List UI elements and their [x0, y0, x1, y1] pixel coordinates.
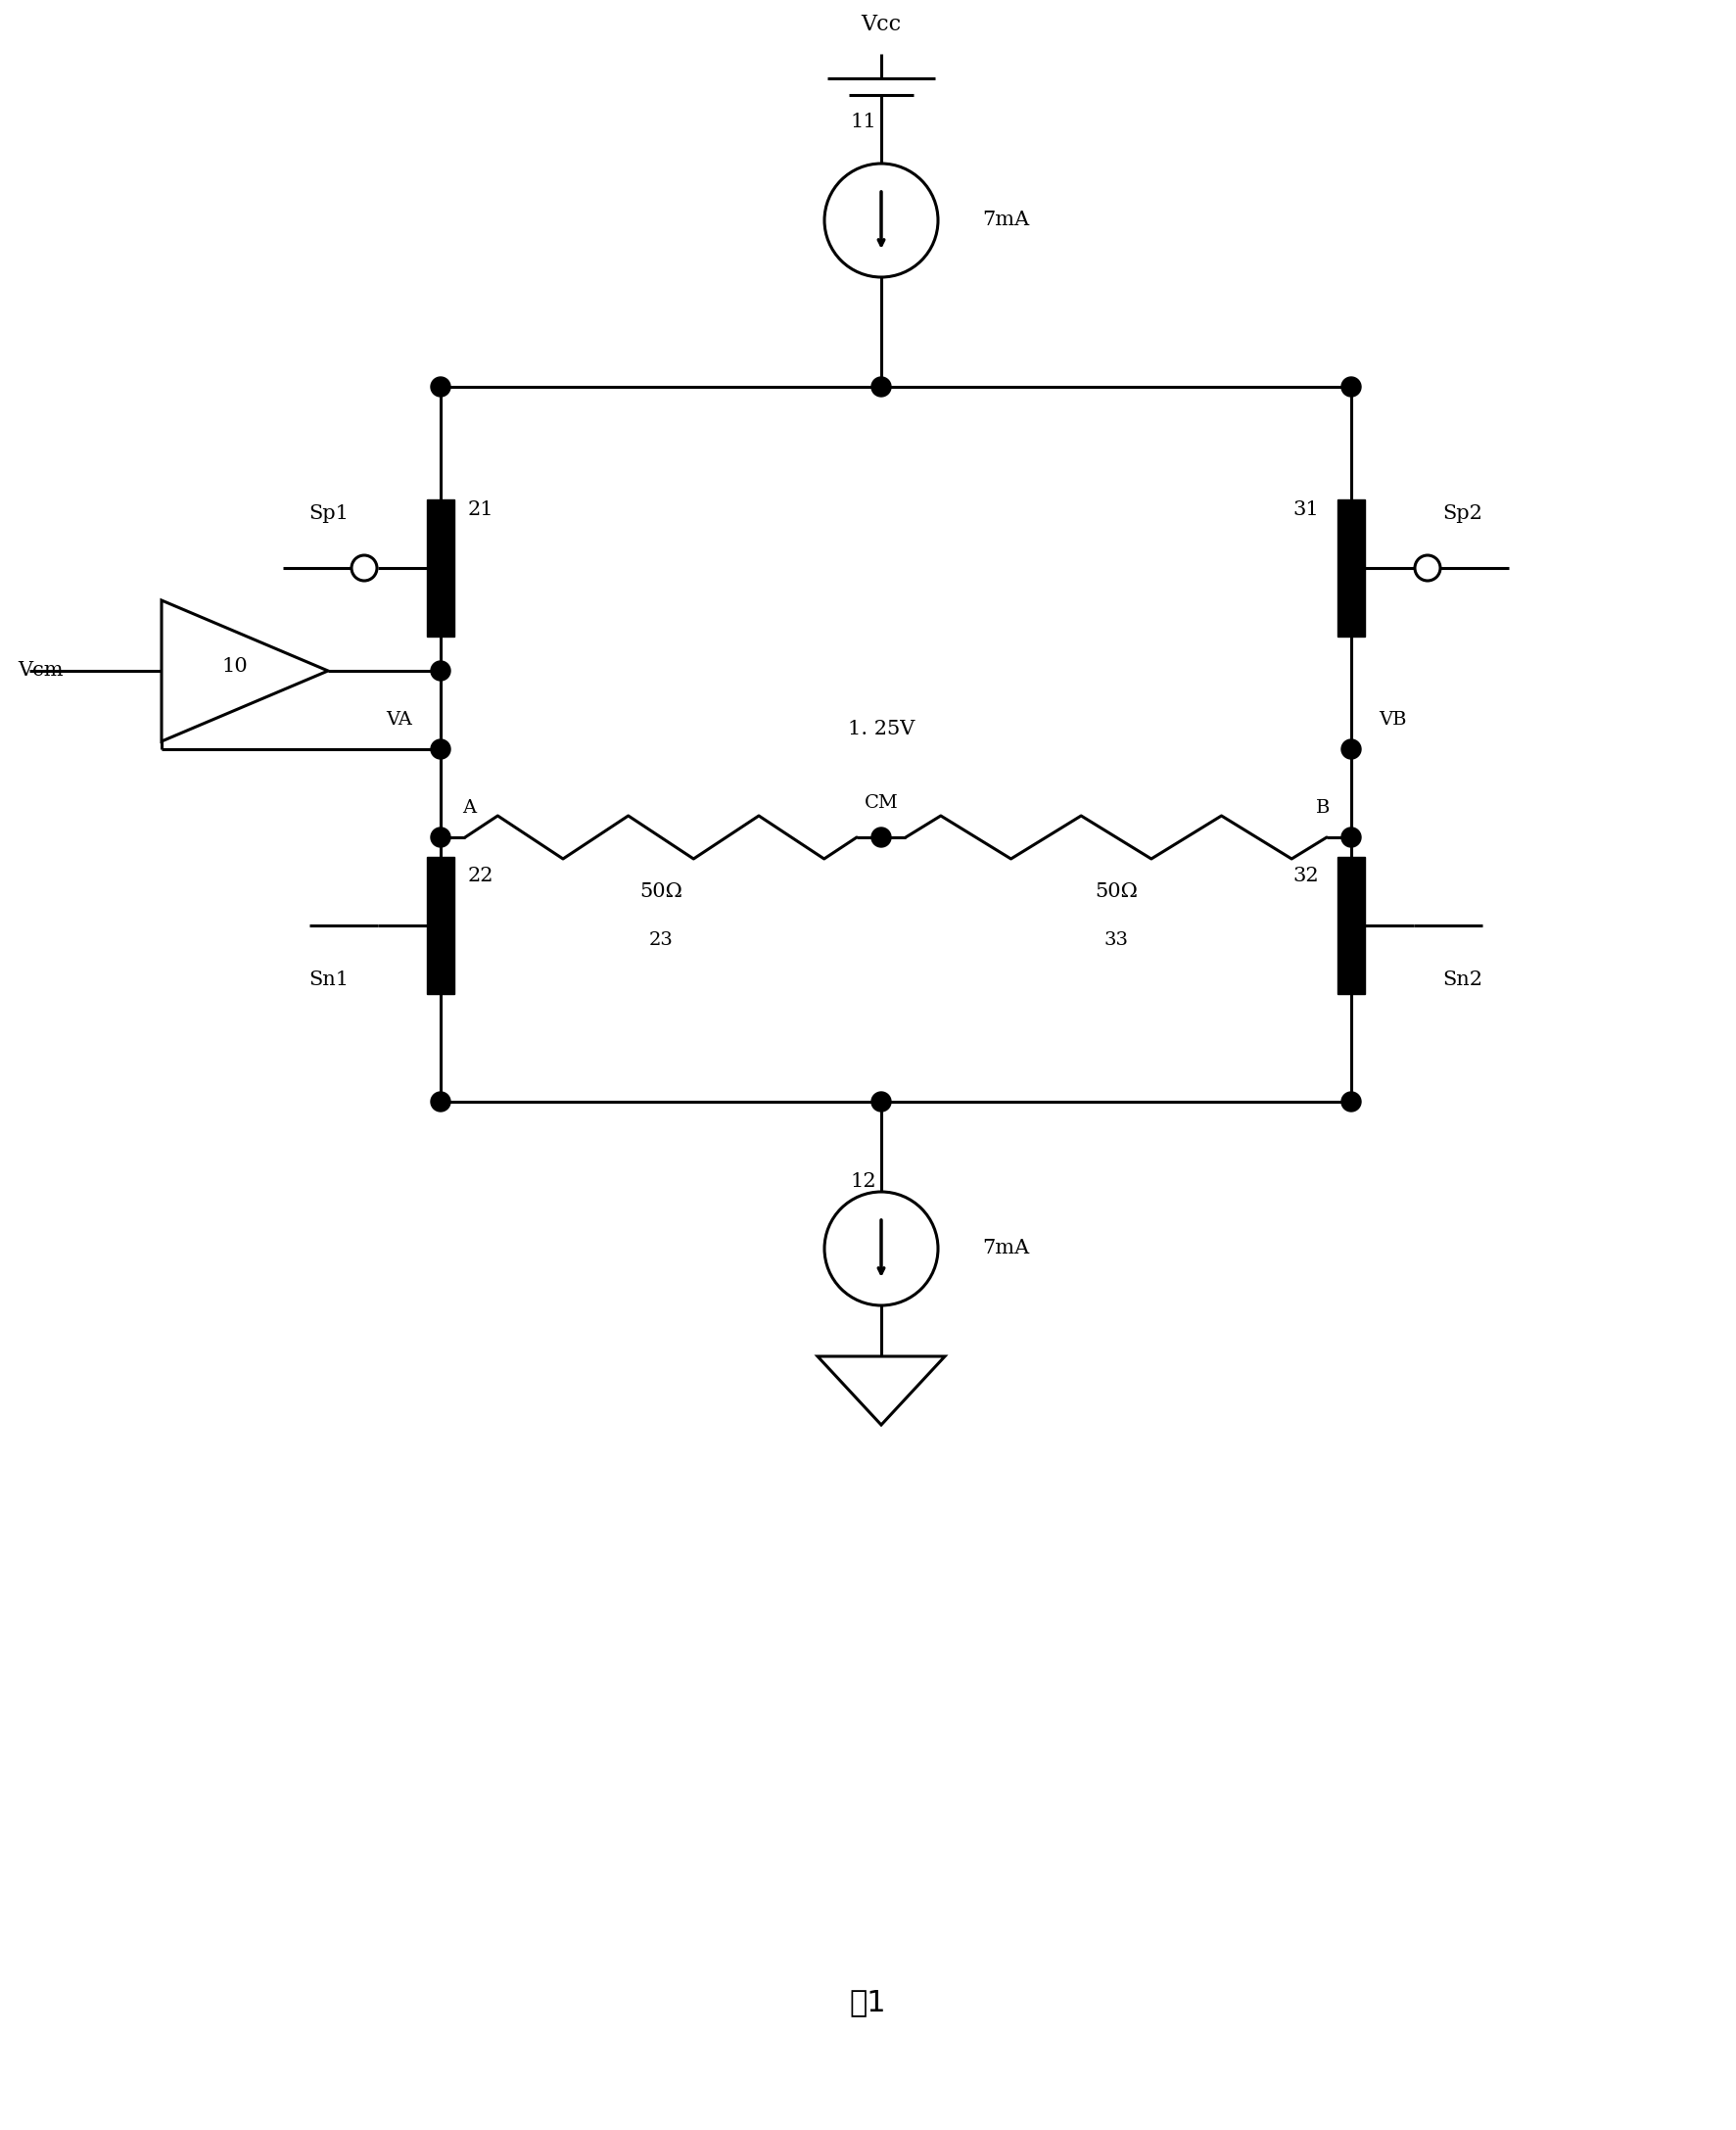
- Text: 32: 32: [1293, 867, 1319, 886]
- Text: Sn2: Sn2: [1443, 969, 1483, 988]
- Text: Sn1: Sn1: [309, 969, 349, 988]
- Text: VB: VB: [1378, 711, 1406, 728]
- Text: CM: CM: [865, 794, 898, 812]
- Text: 31: 31: [1293, 501, 1319, 518]
- Bar: [427, 856, 455, 995]
- Text: Sp1: Sp1: [309, 505, 349, 524]
- Text: 21: 21: [467, 501, 493, 518]
- Circle shape: [431, 660, 450, 682]
- Circle shape: [1342, 739, 1361, 758]
- Circle shape: [1342, 829, 1361, 848]
- Text: B: B: [1316, 799, 1330, 816]
- Text: 22: 22: [467, 867, 493, 886]
- Circle shape: [431, 377, 450, 396]
- Text: 11: 11: [851, 113, 877, 132]
- Text: A: A: [462, 799, 476, 816]
- Text: Sp2: Sp2: [1443, 505, 1483, 524]
- Circle shape: [871, 1093, 891, 1112]
- Circle shape: [1415, 556, 1441, 581]
- Text: 7mA: 7mA: [983, 211, 1029, 230]
- Bar: [427, 498, 455, 637]
- Circle shape: [431, 1093, 450, 1112]
- Text: 1. 25V: 1. 25V: [847, 720, 915, 739]
- Bar: [1337, 856, 1364, 995]
- Text: 50Ω: 50Ω: [639, 882, 682, 901]
- Circle shape: [871, 829, 891, 848]
- Text: 10: 10: [222, 656, 248, 675]
- Circle shape: [351, 556, 377, 581]
- Text: Vcm: Vcm: [17, 662, 62, 679]
- Bar: [1337, 498, 1364, 637]
- Text: 23: 23: [649, 931, 674, 950]
- Text: VA: VA: [387, 711, 413, 728]
- Text: 50Ω: 50Ω: [1095, 882, 1137, 901]
- Text: 33: 33: [1104, 931, 1128, 950]
- Text: Vcc: Vcc: [861, 13, 901, 36]
- Text: 12: 12: [851, 1174, 877, 1191]
- Text: 图1: 图1: [849, 1989, 887, 2017]
- Circle shape: [871, 377, 891, 396]
- Text: 7mA: 7mA: [983, 1240, 1029, 1259]
- Circle shape: [1342, 1093, 1361, 1112]
- Circle shape: [1342, 377, 1361, 396]
- Circle shape: [431, 739, 450, 758]
- Circle shape: [431, 829, 450, 848]
